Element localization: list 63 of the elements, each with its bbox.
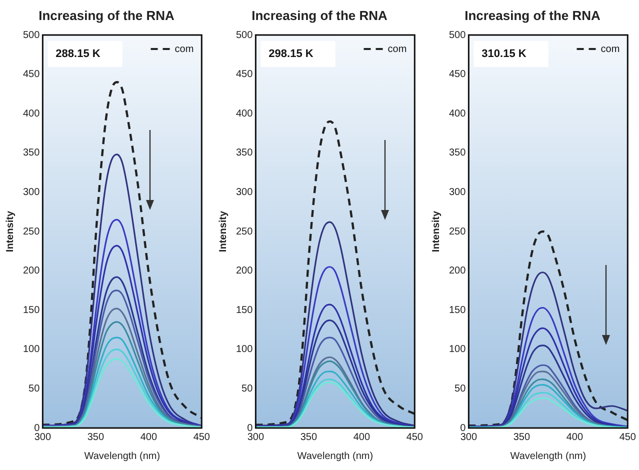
y-tick-label: 300 (236, 186, 254, 198)
line-series (468, 397, 628, 428)
x-tick-label: 400 (140, 432, 158, 443)
x-tick-label: 350 (87, 432, 104, 443)
chart-title: Increasing of the RNA (464, 8, 602, 23)
y-tick-label: 100 (236, 344, 254, 356)
y-tick-label: 100 (448, 344, 466, 356)
annotation: 288.15 K (56, 48, 100, 60)
y-tick-label: 500 (236, 30, 254, 41)
y-tick-label: 350 (236, 148, 254, 159)
x-tick-label: 400 (353, 432, 370, 443)
x-axis-title: Wavelength (nm) (510, 450, 586, 462)
y-tick-label: 200 (448, 266, 466, 277)
line-series (256, 120, 415, 426)
y-tick-label: 50 (28, 383, 40, 394)
annotation: 298.15 K (268, 48, 314, 60)
y-tick-label: 150 (22, 304, 40, 316)
y-tick-label: 250 (236, 226, 254, 238)
y-tick-label: 250 (448, 226, 466, 238)
y-tick-label: 450 (236, 69, 254, 80)
y-tick-label: 0 (460, 422, 466, 434)
x-tick-label: 400 (566, 432, 584, 443)
x-axis-title: Wavelength (nm) (84, 450, 160, 462)
y-tick-label: 50 (454, 383, 466, 394)
x-axis-title: Wavelength (nm) (297, 450, 374, 462)
y-tick-label: 450 (22, 69, 40, 80)
y-tick-label: 500 (448, 30, 466, 41)
x-tick-label: 450 (619, 432, 636, 443)
y-tick-label: 350 (22, 148, 40, 159)
y-tick-label: 450 (448, 69, 466, 80)
x-tick-label: 350 (300, 432, 318, 443)
y-tick-label: 150 (236, 304, 254, 316)
y-tick-label: 0 (34, 422, 40, 434)
line-series (468, 306, 628, 428)
y-axis-title: Intensity (4, 210, 16, 252)
chart-title: Increasing of the RNA (38, 8, 176, 23)
line-series (42, 81, 202, 426)
y-tick-label: 300 (448, 186, 466, 198)
legend-label: com (174, 44, 194, 55)
annotation: 310.15 K (482, 48, 526, 60)
y-tick-label: 400 (448, 108, 466, 120)
x-tick-label: 350 (513, 432, 530, 443)
y-tick-label: 500 (22, 30, 40, 41)
y-tick-label: 0 (247, 422, 254, 434)
line-series (256, 221, 415, 426)
y-tick-label: 50 (242, 383, 254, 394)
legend-label: com (388, 44, 407, 55)
y-tick-label: 200 (22, 266, 40, 277)
x-tick-label: 450 (406, 432, 424, 443)
line-series (468, 230, 628, 427)
y-tick-label: 100 (22, 344, 40, 356)
legend-label: com (600, 44, 620, 55)
y-tick-label: 250 (22, 226, 40, 238)
chart-title: Increasing of the RNA (250, 8, 388, 23)
x-tick-label: 450 (193, 432, 210, 443)
y-tick-label: 300 (22, 186, 40, 198)
y-tick-label: 400 (236, 108, 254, 120)
y-tick-label: 350 (448, 148, 466, 159)
y-axis-title: Intensity (430, 210, 442, 252)
y-tick-label: 400 (22, 108, 40, 120)
y-axis-title: Intensity (218, 210, 229, 252)
y-tick-label: 200 (236, 266, 254, 277)
y-tick-label: 150 (448, 304, 466, 316)
